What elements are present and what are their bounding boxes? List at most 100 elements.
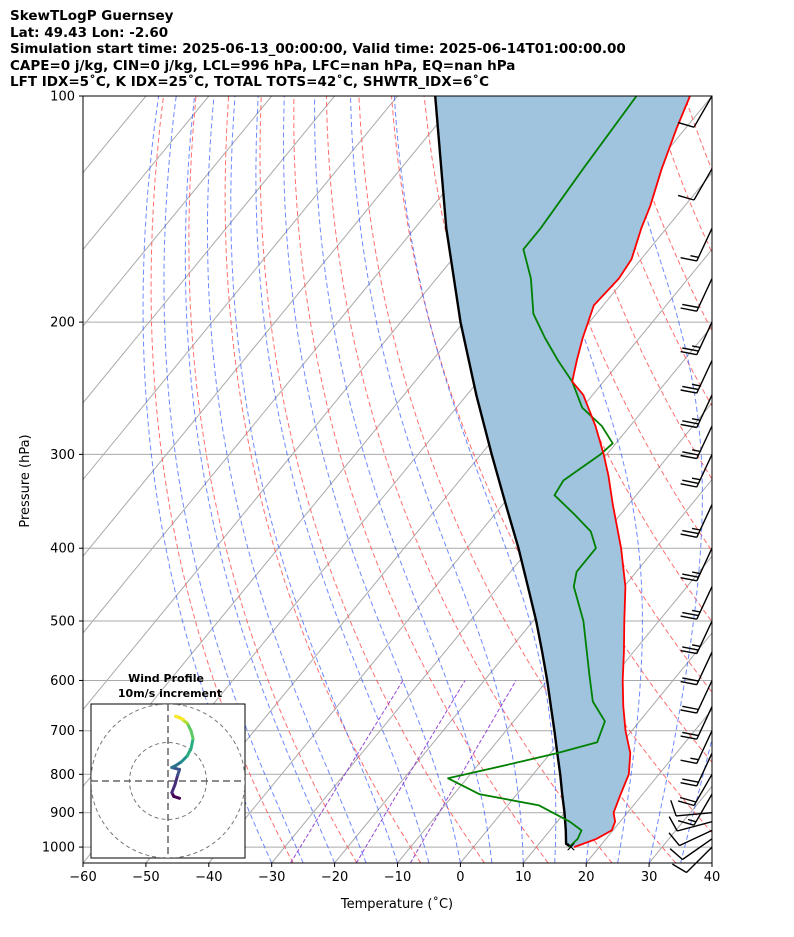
hodograph-segment	[189, 737, 195, 750]
y-tick-label: 700	[50, 724, 75, 739]
moist-adiabat-line	[350, 96, 524, 863]
moist-adiabat-line	[207, 96, 367, 863]
wind-barb	[680, 321, 713, 356]
hodograph-inset: Wind Profile 10m/s increment	[90, 672, 246, 859]
wind-barb	[680, 706, 713, 740]
isotherm-line	[83, 96, 398, 481]
x-tick-label: −40	[195, 870, 222, 885]
wind-barb	[669, 838, 713, 861]
x-axis-label: Temperature (˚C)	[340, 896, 453, 912]
y-tick-label: 100	[50, 90, 75, 105]
y-tick-label: 1000	[42, 841, 75, 856]
wind-barb	[680, 425, 713, 460]
x-tick-label: 0	[456, 870, 464, 885]
cin-shading	[435, 96, 690, 848]
wind-barb	[668, 829, 713, 847]
moist-adiabat-line	[255, 96, 430, 863]
dry-adiabat-line	[188, 96, 358, 863]
wind-barb	[680, 651, 713, 686]
dry-adiabat-line	[651, 96, 712, 254]
mixing-ratio-line	[409, 680, 517, 863]
x-tick-label: −20	[321, 870, 348, 885]
moist-adiabat-line	[680, 737, 712, 863]
wind-barb	[680, 228, 713, 262]
dewpoint-profile-line	[447, 96, 638, 848]
isotherm-line	[585, 708, 712, 863]
wind-barb	[680, 504, 713, 538]
wind-barb	[680, 278, 713, 312]
isotherm-line	[522, 632, 712, 863]
dry-adiabat-line	[150, 96, 294, 863]
hodograph-subtitle: 10m/s increment	[118, 687, 222, 700]
hodograph-title: Wind Profile	[128, 672, 204, 685]
isotherm-line	[397, 478, 712, 863]
x-tick-label: 10	[515, 870, 532, 885]
x-tick-label: −30	[258, 870, 285, 885]
hodograph-segment	[174, 714, 185, 721]
isotherm-line	[648, 785, 712, 863]
cape-cin-fill	[435, 96, 690, 848]
y-tick-label: 400	[50, 542, 75, 557]
wind-barb	[670, 800, 713, 817]
axes: −60 −50 −40 −30 −20 −10 0 10 20 30 40 100 200 300 400 5…	[42, 90, 720, 886]
dry-adiabat-line	[259, 96, 485, 863]
hodograph-plot	[91, 704, 245, 858]
wind-barb	[668, 816, 713, 832]
isotherm-line	[334, 402, 712, 863]
x-tick-label: 20	[578, 870, 595, 885]
wind-barb	[680, 620, 713, 655]
isotherm-line	[83, 96, 273, 327]
isotherm-line	[83, 96, 524, 634]
moist-adiabat-line	[184, 96, 336, 863]
isotherm-line	[83, 96, 210, 251]
x-tick-label: −10	[384, 870, 411, 885]
wind-barb	[680, 360, 713, 394]
x-tick-label: −60	[69, 870, 96, 885]
dry-adiabat-line	[717, 96, 794, 863]
moist-adiabat-line	[314, 96, 493, 863]
moist-adiabat-line	[610, 96, 703, 863]
dry-adiabat-line	[750, 96, 794, 863]
moist-adiabat-line	[142, 96, 273, 863]
moist-adiabat-line	[163, 96, 304, 863]
wind-barb	[680, 752, 713, 787]
isotherm-line	[145, 171, 712, 863]
wind-barb	[680, 547, 713, 582]
wind-barb	[680, 586, 713, 620]
location-line: Lat: 49.43 Lon: -2.60	[10, 24, 169, 41]
isotherm-line	[83, 96, 335, 404]
isotherm-line	[83, 96, 461, 557]
moist-adiabat-line	[775, 96, 794, 863]
temperature-profile-line	[571, 96, 691, 848]
dry-adiabat-line	[358, 96, 677, 863]
wind-barb	[680, 680, 713, 714]
wind-barb	[680, 394, 713, 429]
x-tick-label: −50	[132, 870, 159, 885]
wind-barb	[672, 846, 713, 874]
y-tick-label: 500	[50, 614, 75, 629]
wind-barb	[677, 95, 713, 128]
time-line: Simulation start time: 2025-06-13_00:00:…	[10, 41, 626, 57]
mixing-ratio-line	[355, 680, 466, 863]
moist-adiabat-line	[393, 96, 557, 863]
wind-barb	[677, 168, 713, 201]
dry-adiabat-line	[293, 96, 549, 863]
wind-barbs	[668, 95, 713, 874]
x-tick-label: 30	[641, 870, 658, 885]
y-tick-label: 200	[50, 316, 75, 331]
mixing-ratio-line	[290, 680, 404, 863]
dry-adiabat-line	[553, 96, 712, 480]
hodograph-segment	[173, 773, 180, 787]
y-tick-label: 300	[50, 448, 75, 463]
chart-title: SkewTLogP Guernsey	[10, 8, 174, 24]
wind-barb	[680, 730, 713, 765]
y-axis-label: Pressure (hPa)	[18, 434, 33, 527]
indices-line-1: CAPE=0 j/kg, CIN=0 j/kg, LCL=996 hPa, LF…	[10, 57, 516, 74]
wind-barb	[677, 773, 713, 807]
y-tick-label: 800	[50, 768, 75, 783]
moist-adiabat-line	[230, 96, 398, 863]
y-tick-label: 900	[50, 806, 75, 821]
isotherm-line	[711, 862, 712, 863]
parcel-profile-line	[434, 96, 572, 849]
